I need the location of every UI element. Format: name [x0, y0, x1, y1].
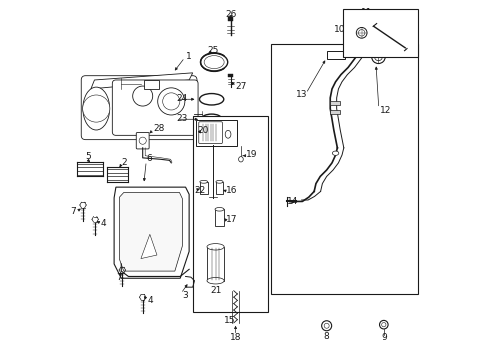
Ellipse shape	[356, 27, 366, 38]
Text: 18: 18	[229, 333, 241, 342]
Text: 17: 17	[225, 215, 237, 224]
Ellipse shape	[358, 30, 364, 36]
Text: 13: 13	[296, 90, 307, 99]
Polygon shape	[114, 187, 189, 278]
Bar	[271, 44, 417, 294]
Ellipse shape	[206, 244, 224, 250]
Ellipse shape	[82, 87, 109, 130]
Text: 4: 4	[147, 296, 153, 305]
Circle shape	[157, 88, 184, 115]
Text: 14: 14	[287, 197, 298, 206]
Ellipse shape	[215, 207, 224, 211]
Bar	[144, 80, 159, 89]
Text: 16: 16	[225, 185, 237, 194]
FancyBboxPatch shape	[136, 132, 149, 149]
Bar	[206, 247, 224, 281]
Bar	[215, 209, 224, 226]
Ellipse shape	[225, 130, 230, 138]
Polygon shape	[141, 234, 157, 258]
Text: 9: 9	[380, 333, 386, 342]
Text: 6: 6	[146, 154, 152, 163]
Circle shape	[163, 93, 180, 110]
Text: 23: 23	[176, 114, 187, 123]
Text: 1: 1	[185, 52, 191, 61]
Bar	[200, 182, 207, 194]
FancyBboxPatch shape	[112, 80, 198, 135]
Bar	[192, 116, 267, 312]
Bar	[326, 51, 344, 59]
Text: 21: 21	[209, 285, 221, 294]
Text: 5: 5	[85, 152, 91, 161]
Ellipse shape	[381, 323, 385, 327]
Bar	[329, 101, 339, 105]
Text: 7: 7	[70, 207, 76, 216]
Text: 4: 4	[101, 219, 106, 228]
Text: 19: 19	[246, 150, 257, 159]
Ellipse shape	[206, 278, 224, 284]
Text: 3: 3	[182, 291, 187, 300]
Ellipse shape	[200, 180, 207, 183]
Text: 8: 8	[323, 332, 329, 341]
Bar	[228, 74, 233, 77]
Text: 26: 26	[225, 10, 236, 19]
Text: 11: 11	[361, 8, 372, 17]
Ellipse shape	[332, 151, 338, 156]
Text: 20: 20	[197, 126, 208, 135]
Circle shape	[82, 95, 110, 122]
Ellipse shape	[379, 320, 387, 329]
Polygon shape	[91, 73, 192, 89]
Text: 22: 22	[194, 185, 205, 194]
Text: 27: 27	[235, 82, 246, 91]
Bar	[216, 182, 223, 194]
Text: 12: 12	[379, 106, 390, 115]
Bar	[196, 120, 237, 146]
Text: 2: 2	[121, 158, 126, 167]
FancyBboxPatch shape	[81, 76, 197, 140]
FancyBboxPatch shape	[198, 122, 222, 144]
Circle shape	[132, 86, 152, 106]
Text: 25: 25	[206, 46, 218, 55]
Bar	[342, 9, 417, 57]
Polygon shape	[119, 193, 182, 271]
Text: 24: 24	[176, 94, 187, 103]
Ellipse shape	[238, 157, 243, 162]
Ellipse shape	[374, 53, 382, 61]
Ellipse shape	[321, 321, 331, 331]
Text: 10: 10	[333, 26, 345, 35]
Text: 7: 7	[116, 273, 122, 282]
Text: 15: 15	[224, 315, 235, 324]
Circle shape	[139, 137, 146, 144]
Ellipse shape	[216, 180, 223, 183]
Ellipse shape	[371, 50, 385, 64]
Ellipse shape	[324, 323, 328, 328]
Text: 28: 28	[153, 125, 164, 134]
Bar	[329, 111, 339, 114]
Bar	[228, 18, 233, 21]
